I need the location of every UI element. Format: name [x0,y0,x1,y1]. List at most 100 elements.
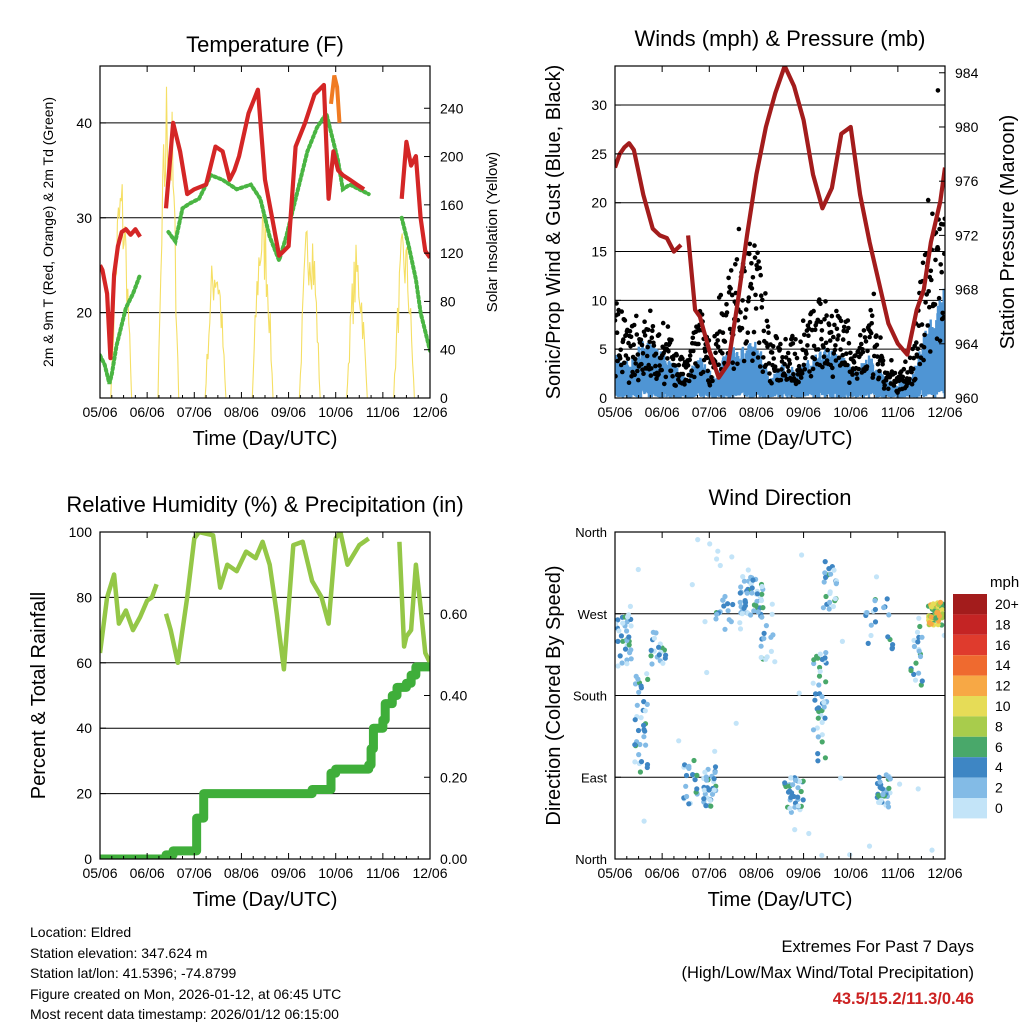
rh-line [100,532,430,672]
x-tick-label: 05/06 [82,404,117,420]
direction-point [839,638,846,645]
y2-tick-label: 0.40 [440,688,467,704]
direction-point [676,738,682,744]
x-axis-label: Time (Day/UTC) [708,889,853,911]
direction-point [823,574,829,581]
gust-point [736,226,742,232]
y2-tick-label: 40 [440,342,456,358]
gust-point [803,355,808,361]
gust-point [640,351,646,356]
direction-point [628,623,634,629]
direction-point [638,759,645,765]
gust-point [745,330,751,336]
gust-point [836,333,841,338]
gust-points [615,197,945,395]
direction-point [683,783,689,789]
gust-point [735,361,740,367]
direction-point [817,664,823,671]
gust-point [822,317,827,322]
created-text: Figure created on Mon, 2026-01-12, at 06… [30,985,342,1002]
gust-point [680,356,685,361]
gust-point [845,318,851,323]
gust-point [854,371,859,377]
gust-point [710,378,715,384]
gust-point [778,341,783,347]
direction-point [822,715,828,721]
direction-point [713,616,719,622]
legend-label: 8 [995,718,1003,734]
gust-point [941,314,945,320]
direction-point [620,620,626,626]
gust-point [870,372,876,377]
direction-point [908,667,914,674]
gust-point [750,275,756,280]
direction-point [915,639,921,645]
gust-point [869,321,874,326]
direction-point [819,719,825,726]
gust-point [799,371,805,376]
gust-point [650,328,655,334]
gust-point [727,326,733,332]
direction-point [706,787,712,793]
direction-point [868,632,874,639]
gust-point [757,265,762,271]
direction-point [692,777,698,783]
direction-point [812,697,818,703]
direction-point [806,830,812,837]
direction-point [744,590,750,596]
direction-point [759,614,765,620]
y-axis-label: Percent & Total Rainfall [28,592,50,800]
gust-point [687,357,692,363]
gust-point [627,328,633,334]
gust-point [668,368,674,374]
data-layer [615,66,945,398]
direction-point [711,776,717,782]
gust-point [656,332,662,337]
direction-point [911,671,917,678]
y2-tick-label: 972 [955,227,979,243]
x-tick-label: 06/06 [130,404,165,420]
gust-point [801,362,807,368]
direction-point [897,781,903,787]
gust-point [928,349,933,354]
gust-point [631,342,636,348]
gust-point [941,222,945,227]
gust-point [819,328,825,333]
gust-point [690,335,696,341]
x-tick-label: 08/06 [739,404,774,420]
gust-point [914,340,919,345]
gust-point [847,380,852,386]
direction-point [913,660,919,666]
gust-point [940,310,945,316]
direction-point [742,599,749,606]
direction-point [937,599,944,606]
gust-point [780,355,785,360]
legend-label: 20+ [995,596,1019,612]
gust-point [782,361,787,367]
x-axis-label: Time (Day/UTC) [193,889,338,911]
gust-point [836,355,842,361]
direction-point [650,629,656,635]
gust-point [778,377,784,383]
gust-point [634,332,640,337]
gust-point [720,330,726,336]
gust-point [648,373,654,378]
gust-point [631,322,637,328]
direction-point [633,673,639,680]
gust-point [785,350,791,356]
y-axis-label: 2m & 9m T (Red, Orange) & 2m Td (Green) [40,97,56,367]
direction-point [638,715,644,721]
gust-point [921,357,926,363]
y2-tick-label: 0.60 [440,606,467,622]
direction-point [620,638,626,644]
gust-point [758,293,764,299]
gust-point [867,334,872,340]
temp-2m-line [100,82,430,361]
gust-point [622,360,627,366]
gust-point [639,342,645,348]
legend-swatch [953,716,987,737]
gust-point [782,373,788,378]
gust-point [804,351,809,357]
direction-point [643,742,649,748]
gust-point [938,262,943,267]
